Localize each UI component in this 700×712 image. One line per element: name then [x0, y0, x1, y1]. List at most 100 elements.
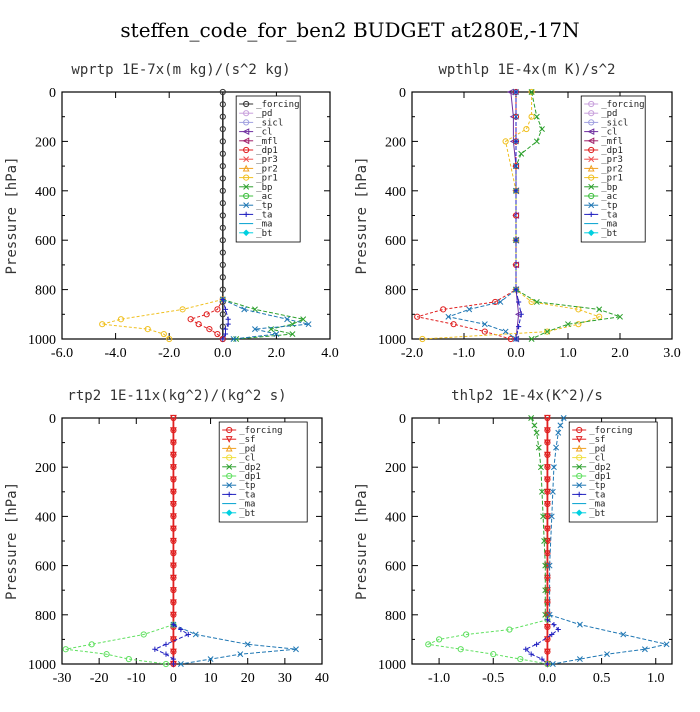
- series-dp1: [414, 88, 520, 343]
- data-point: [219, 212, 226, 219]
- data-point: [551, 622, 557, 628]
- data-point: [214, 306, 221, 313]
- data-point: [544, 537, 551, 545]
- legend-marker: [587, 164, 595, 172]
- legend-marker: [243, 146, 250, 154]
- legend-marker: [242, 164, 250, 172]
- legend-marker: [243, 110, 250, 117]
- data-point: [518, 311, 524, 317]
- data-point: [550, 464, 557, 471]
- legend-entry: _ta: [572, 490, 605, 500]
- data-point: [219, 150, 226, 157]
- data-point: [544, 648, 551, 656]
- data-point: [604, 651, 610, 658]
- legend-label: _forcing: [256, 100, 299, 110]
- legend-marker: [243, 202, 250, 209]
- data-point: [222, 306, 229, 312]
- data-point: [523, 125, 530, 133]
- legend-entry: _forcing: [572, 426, 633, 436]
- data-point: [192, 631, 199, 638]
- data-point: [518, 150, 525, 157]
- data-point: [466, 306, 473, 313]
- data-point: [170, 622, 177, 628]
- x-tick-label: 1.0: [559, 346, 577, 361]
- legend-label: _cl: [239, 454, 255, 464]
- data-point: [513, 336, 519, 342]
- series-tp: [219, 296, 312, 342]
- legend-label: _dp1: [589, 472, 611, 482]
- data-point: [502, 328, 509, 335]
- data-point: [170, 464, 177, 471]
- data-point: [219, 138, 226, 145]
- legend-entry: _pr1: [239, 174, 278, 184]
- y-tick-label: 600: [385, 560, 406, 575]
- data-point: [544, 488, 551, 496]
- data-point: [187, 316, 194, 323]
- data-point: [170, 661, 177, 667]
- data-point: [170, 488, 177, 496]
- legend-marker: [242, 137, 250, 145]
- chart-thlp2: thlp2 1E-4x(K^2)/s Pressure [hPa] 0 200 400 6…: [354, 388, 673, 686]
- data-point: [492, 298, 499, 306]
- data-point: [425, 641, 432, 648]
- x-tick-label: -2.0: [158, 346, 180, 361]
- legend-entry: _bt: [572, 509, 605, 519]
- legend-label: _dp1: [239, 472, 261, 482]
- legend-marker: [243, 156, 250, 163]
- data-point: [490, 651, 497, 658]
- y-tick-label: 1000: [378, 658, 406, 673]
- data-point: [539, 126, 545, 133]
- legend-marker: [588, 174, 595, 181]
- x-tick-label: 2.0: [611, 346, 629, 361]
- data-point: [144, 326, 151, 333]
- data-point: [222, 326, 229, 332]
- legend-label: _mfl: [601, 137, 623, 147]
- legend-label: _pr2: [256, 164, 278, 174]
- chart-rtp2: rtp2 1E-11x(kg^2)/(kg^2 s) Pressure [hPa]…: [4, 388, 329, 686]
- legend-marker: [588, 156, 595, 163]
- legend-marker: [587, 137, 595, 145]
- legend-entry: _ta: [222, 490, 255, 500]
- legend-label: _ta: [589, 490, 605, 500]
- y-tick-label: 400: [385, 185, 406, 200]
- legend-entry: _cl: [239, 128, 272, 138]
- data-point: [163, 651, 169, 657]
- data-point: [463, 631, 470, 638]
- data-point: [220, 336, 226, 342]
- legend-entry: _pd: [584, 109, 617, 119]
- legend-label: _bp: [601, 183, 617, 193]
- data-point: [219, 274, 226, 281]
- chart-wpthlp: wpthlp 1E-4x(m K)/s^2 Pressure [hPa] 0 200 4…: [354, 62, 681, 361]
- legend-label: _pd: [601, 109, 617, 119]
- legend-marker: [576, 491, 582, 497]
- legend-marker: [226, 426, 233, 434]
- data-point: [544, 501, 551, 508]
- y-tick-label: 0: [399, 412, 406, 427]
- legend-marker: [576, 482, 583, 489]
- legend-entry: _pr3: [584, 155, 623, 165]
- data-point: [481, 321, 488, 328]
- legend-marker: [575, 509, 583, 517]
- x-tick-label: 0: [170, 671, 177, 686]
- legend-label: _tp: [601, 201, 617, 211]
- series-line: [524, 619, 560, 665]
- y-tick-label: 1000: [378, 333, 406, 348]
- data-point: [170, 599, 177, 607]
- data-point: [528, 651, 534, 657]
- data-point: [535, 444, 542, 451]
- legend-label: _sicl: [256, 118, 283, 128]
- legend-entry: _dp1: [222, 472, 261, 482]
- data-point: [117, 316, 125, 323]
- series-line: [549, 417, 667, 665]
- data-point: [219, 88, 226, 96]
- series-line: [422, 92, 601, 340]
- data-point: [219, 249, 226, 256]
- data-point: [170, 501, 177, 508]
- series-sf: [544, 414, 551, 668]
- legend-marker: [588, 183, 595, 190]
- legend-marker: [242, 229, 250, 237]
- x-tick-label: -1.0: [428, 671, 450, 686]
- legend-label: _forcing: [239, 426, 282, 436]
- panel-rtp2: rtp2 1E-11x(kg^2)/(kg^2 s) Pressure [hPa]…: [0, 382, 350, 712]
- legend-entry: _bp: [239, 183, 272, 193]
